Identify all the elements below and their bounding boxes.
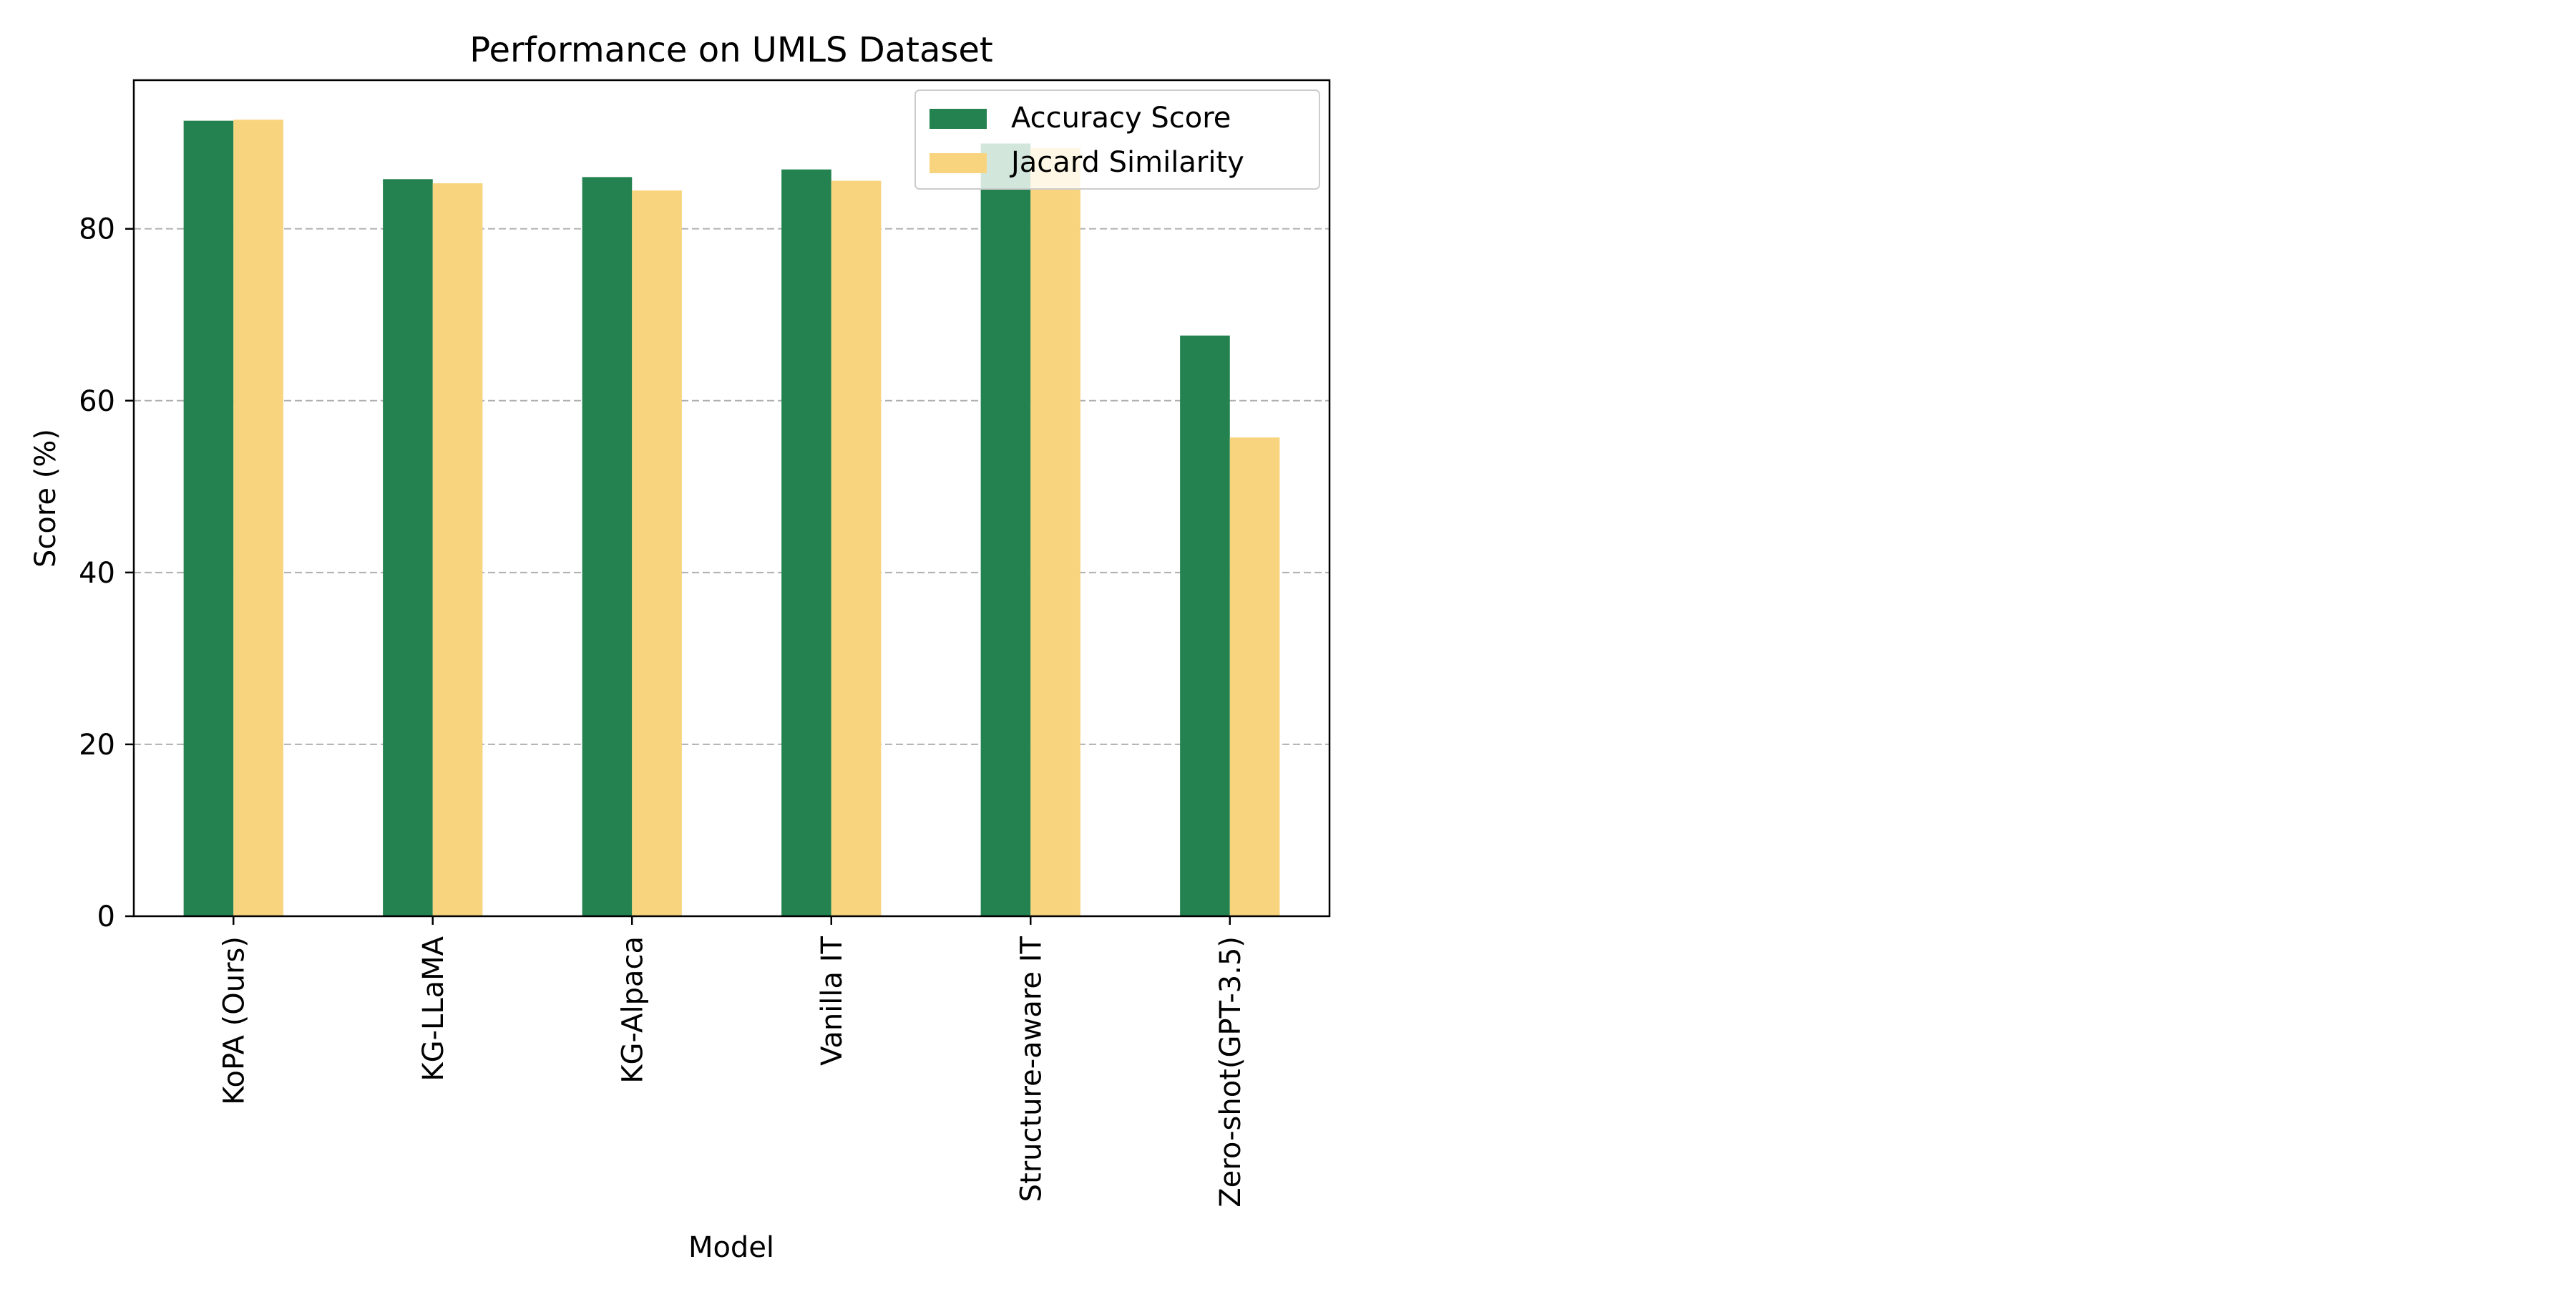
bar-jacard-2: [632, 190, 682, 916]
bar-accuracy-2: [582, 177, 633, 916]
legend-box: [914, 89, 1320, 190]
x-tick-label: KoPA (Ours): [218, 936, 250, 1105]
bar-jacard-0: [233, 120, 283, 917]
x-axis-label: Model: [688, 1231, 774, 1264]
y-tick-label: 60: [79, 385, 115, 418]
y-tick-label: 80: [79, 213, 115, 246]
bar-accuracy-3: [781, 169, 831, 917]
legend-swatch: [930, 109, 987, 129]
bar-jacard-5: [1229, 437, 1280, 916]
bar-accuracy-5: [1180, 335, 1230, 916]
y-tick-label: 20: [79, 729, 115, 762]
x-tick-label: KG-LLaMA: [417, 936, 450, 1081]
y-axis-ticks: 0 20 40 60 80: [79, 213, 134, 933]
bar-jacard-3: [831, 180, 882, 917]
x-tick-label: Vanilla IT: [816, 936, 849, 1065]
chart-title: Performance on UMLS Dataset: [469, 30, 992, 70]
legend-swatch: [930, 153, 987, 173]
y-tick-label: 40: [79, 557, 115, 590]
x-axis-ticks: KoPA (Ours) KG-LLaMA KG-Alpaca Vanilla IT St…: [218, 916, 1247, 1208]
bar-accuracy-4: [980, 143, 1031, 916]
plot-frame: [132, 79, 1331, 918]
bar-accuracy-0: [183, 120, 234, 916]
bar-jacard-1: [432, 183, 483, 917]
x-tick-label: KG-Alpaca: [616, 936, 649, 1084]
y-axis-label: Score (%): [29, 429, 62, 568]
bar-jacard-4: [1030, 147, 1080, 916]
bars: [183, 120, 1280, 917]
legend-label: Accuracy Score: [1011, 102, 1231, 135]
x-tick-label: Structure-aware IT: [1015, 936, 1048, 1202]
grid-lines: [134, 228, 1330, 745]
x-tick-label: Zero-shot(GPT-3.5): [1214, 936, 1247, 1208]
legend-label: Jacard Similarity: [1009, 146, 1244, 179]
legend: Accuracy Score Jacard Similarity: [914, 89, 1320, 190]
y-tick-label: 0: [97, 900, 115, 933]
bar-accuracy-1: [383, 179, 433, 916]
